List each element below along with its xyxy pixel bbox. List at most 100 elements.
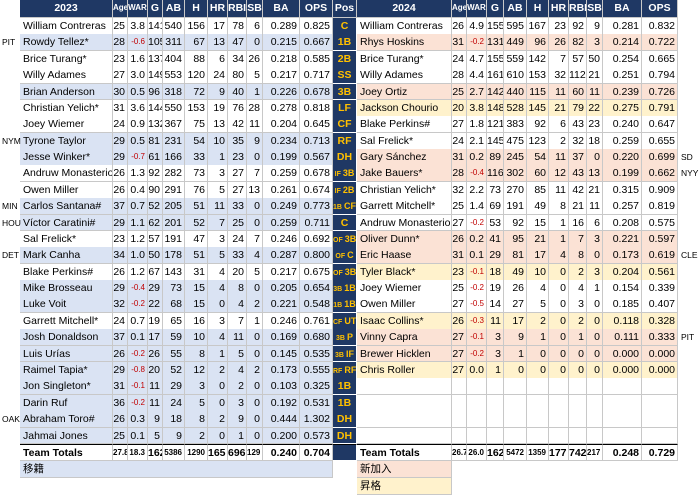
stat-cell: 123 bbox=[527, 132, 549, 150]
stat-cell: -0.2 bbox=[128, 296, 148, 314]
stat-cell: 610 bbox=[504, 67, 527, 84]
stat-cell: 1.3 bbox=[128, 165, 148, 183]
stat-cell: 0.5 bbox=[128, 83, 148, 101]
pos-label: RF bbox=[337, 134, 352, 147]
pos-cell: 1B bbox=[333, 378, 357, 396]
stat-cell: 5 bbox=[247, 67, 263, 84]
stat-cell: 52 bbox=[148, 198, 163, 216]
stat-cell: 0.246 bbox=[263, 312, 300, 330]
stat-cell: 0 bbox=[504, 361, 527, 379]
stat-cell: 0.220 bbox=[603, 149, 642, 166]
stat-cell: 18 bbox=[163, 411, 185, 428]
stat-cell: 0 bbox=[587, 247, 603, 265]
stat-cell: 32 bbox=[549, 67, 569, 84]
stat-cell: 51 bbox=[185, 198, 208, 216]
stat-cell: 0 bbox=[208, 378, 228, 396]
player-name: Mark Canha bbox=[20, 247, 113, 265]
stat-cell: 0.275 bbox=[603, 99, 642, 117]
stat-cell: 3.8 bbox=[467, 99, 487, 117]
player-name: Eric Haase bbox=[357, 247, 452, 265]
pos-cell: OF 3B bbox=[333, 230, 357, 248]
pos-label: 1B bbox=[344, 299, 356, 310]
stat-cell: -0.4 bbox=[467, 165, 487, 183]
stat-cell: 20 bbox=[228, 263, 247, 281]
stat-cell: 0 bbox=[247, 378, 263, 396]
player-name: Jon Singleton* bbox=[20, 378, 113, 396]
player-name: Carlos Santana# bbox=[20, 198, 113, 216]
stat-cell: 112 bbox=[569, 67, 587, 84]
empty-cell bbox=[603, 411, 642, 428]
stat-cell: 0.531 bbox=[300, 394, 333, 412]
pos-cell: DH bbox=[333, 427, 357, 445]
empty-cell bbox=[487, 411, 504, 428]
stat-cell: 0.287 bbox=[263, 247, 300, 265]
stat-cell: 2.2 bbox=[467, 181, 487, 199]
stat-cell: 205 bbox=[163, 198, 185, 216]
stat-cell: 1 bbox=[208, 149, 228, 166]
pos-label: 3B bbox=[333, 286, 343, 294]
stat-cell: 67 bbox=[148, 263, 163, 281]
pos-label: 1B bbox=[337, 396, 352, 409]
stat-cell: 0.645 bbox=[300, 116, 333, 134]
pos-cell: 1B CF bbox=[333, 198, 357, 216]
stat-cell: 282 bbox=[163, 165, 185, 183]
stat-cell: 5 bbox=[228, 345, 247, 363]
player-name: Christian Yelich* bbox=[357, 181, 452, 199]
stat-cell: 27 bbox=[452, 329, 467, 347]
column-header: BA bbox=[263, 0, 300, 18]
stat-cell: 43 bbox=[569, 165, 587, 183]
stat-cell: 30 bbox=[113, 83, 128, 101]
stat-cell: 0.647 bbox=[642, 116, 678, 134]
empty-cell bbox=[603, 427, 642, 445]
player-name: Brian Anderson bbox=[20, 83, 113, 101]
stat-cell: 3 bbox=[208, 230, 228, 248]
stat-cell: 440 bbox=[504, 83, 527, 101]
totals-cell: 742 bbox=[569, 443, 587, 461]
stat-cell: 60 bbox=[527, 165, 549, 183]
stat-cell: 4 bbox=[208, 329, 228, 347]
stat-cell: 0.214 bbox=[603, 34, 642, 52]
pos-label: IF bbox=[334, 187, 341, 195]
stat-cell: 291 bbox=[163, 181, 185, 199]
stat-cell: 8 bbox=[185, 345, 208, 363]
stat-cell: 1.0 bbox=[128, 247, 148, 265]
player-name: Raimel Tapia* bbox=[20, 361, 113, 379]
legend-promoted: 昇格 bbox=[357, 477, 452, 495]
pos-label: OF bbox=[335, 253, 346, 261]
stat-cell: 13 bbox=[208, 34, 228, 52]
stat-cell: 0 bbox=[247, 34, 263, 52]
stat-cell: 528 bbox=[504, 99, 527, 117]
stat-cell: 17 bbox=[504, 312, 527, 330]
former-team: CLE bbox=[681, 250, 698, 261]
totals-cell: 0.248 bbox=[603, 443, 642, 461]
stat-cell: 24 bbox=[452, 50, 467, 68]
stat-cell: 201 bbox=[163, 214, 185, 232]
pos-cell: 1B 1B bbox=[333, 296, 357, 314]
stat-cell: 1.1 bbox=[128, 214, 148, 232]
stat-cell: 0.699 bbox=[642, 149, 678, 166]
stat-cell: 28 bbox=[247, 99, 263, 117]
stat-cell: 88 bbox=[185, 50, 208, 68]
empty-cell bbox=[603, 394, 642, 412]
stat-cell: 0.655 bbox=[642, 132, 678, 150]
pos-label: 1B bbox=[333, 204, 342, 212]
stat-cell: 115 bbox=[527, 83, 549, 101]
stat-cell: 92 bbox=[527, 116, 549, 134]
stat-cell: 0.257 bbox=[603, 198, 642, 216]
empty-cell bbox=[487, 427, 504, 445]
stat-cell: 0.289 bbox=[263, 18, 300, 35]
player-name: Jackson Chourio bbox=[357, 99, 452, 117]
stat-cell: 0 bbox=[569, 345, 587, 363]
stat-cell: 20 bbox=[148, 361, 163, 379]
stat-cell: 0.240 bbox=[603, 116, 642, 134]
stat-cell: 40 bbox=[228, 83, 247, 101]
empty-cell bbox=[569, 411, 587, 428]
stat-cell: 20 bbox=[452, 99, 467, 117]
stat-cell: 17 bbox=[527, 247, 549, 265]
former-team: DET bbox=[2, 250, 19, 261]
stat-cell: 90 bbox=[148, 181, 163, 199]
stat-cell: 29 bbox=[113, 132, 128, 150]
stat-cell: 0.239 bbox=[603, 83, 642, 101]
pos-cell: DH bbox=[333, 149, 357, 166]
stat-cell: 11 bbox=[587, 83, 603, 101]
